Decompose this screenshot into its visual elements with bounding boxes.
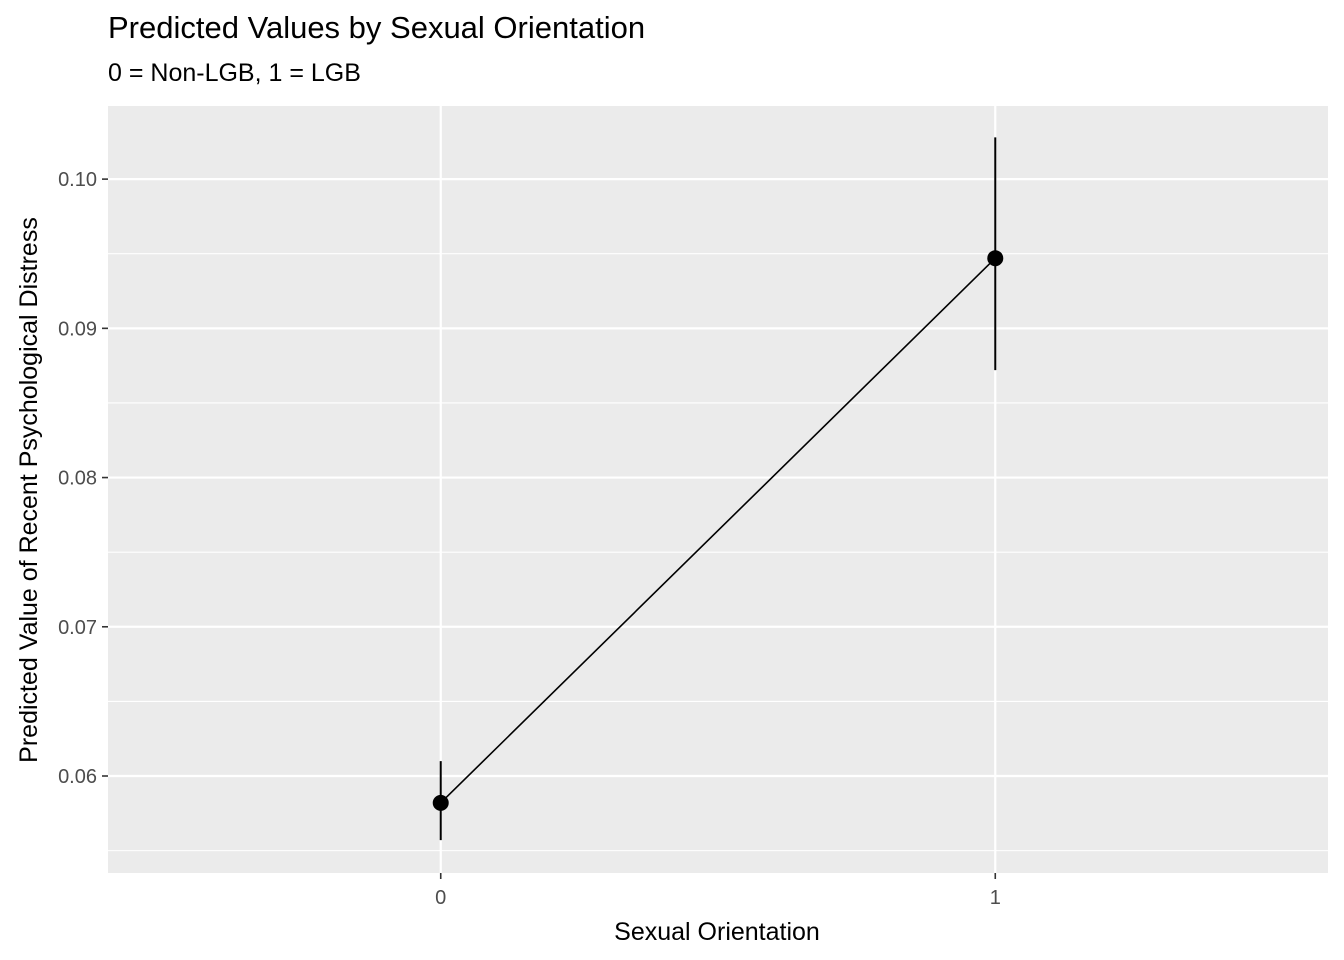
major-gridlines [108, 106, 1328, 873]
series-layer [432, 137, 1004, 841]
data-point [432, 794, 449, 811]
chart-subtitle: 0 = Non-LGB, 1 = LGB [108, 59, 361, 87]
y-axis-title: Predicted Value of Recent Psychological … [15, 217, 43, 763]
series-line [440, 257, 996, 804]
x-tick-label: 0 [435, 887, 446, 909]
y-tick-label: 0.10 [58, 169, 97, 191]
chart-title: Predicted Values by Sexual Orientation [108, 10, 646, 45]
minor-gridlines [108, 253, 1328, 852]
x-tick-label: 1 [990, 887, 1001, 909]
x-axis-title: Sexual Orientation [614, 918, 820, 946]
y-tick-label: 0.07 [58, 617, 97, 639]
data-point [987, 250, 1004, 267]
y-tick-label: 0.06 [58, 766, 97, 788]
y-tick-label: 0.09 [58, 318, 97, 340]
y-tick-label: 0.08 [58, 468, 97, 490]
y-axis: 0.06 0.07 0.08 0.09 0.10 [58, 169, 108, 788]
panel-background [108, 106, 1328, 873]
